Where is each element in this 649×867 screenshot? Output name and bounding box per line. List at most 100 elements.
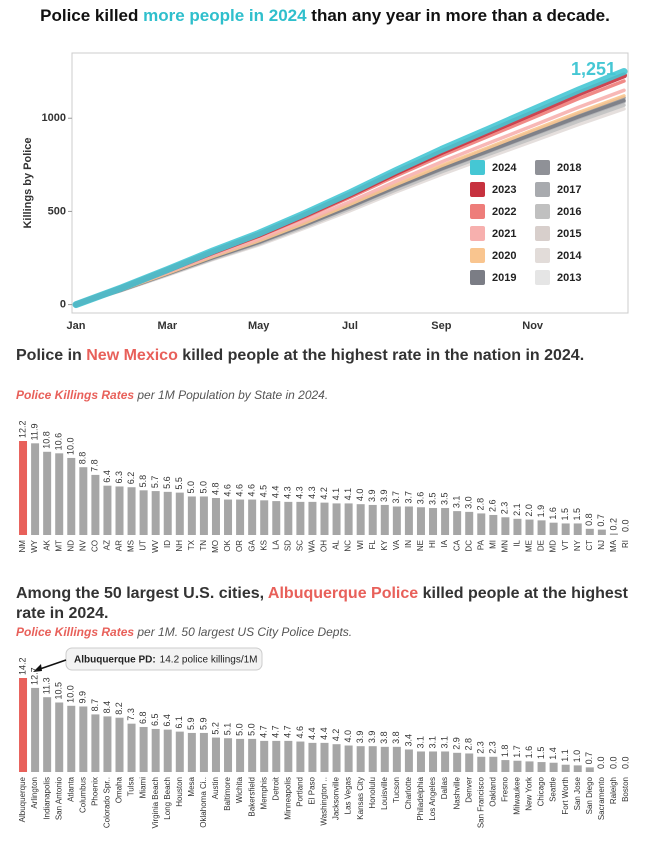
value-label: 5.1 [222, 723, 232, 736]
tooltip [65, 647, 263, 671]
value-label: 4.0 [355, 489, 365, 502]
bar [67, 705, 76, 772]
value-label: 3.8 [391, 731, 401, 744]
x-tick-label: HI [428, 540, 437, 548]
x-tick-label: El Paso [308, 776, 317, 804]
bar [151, 728, 160, 772]
legend-label: 2022 [492, 206, 516, 218]
bar [31, 443, 40, 535]
x-tick-label: NY [573, 539, 582, 551]
x-tick-label: AK [42, 539, 51, 550]
value-label: 4.4 [307, 727, 317, 740]
x-tick-label: IN [404, 540, 413, 548]
subtitle-highlight: Police Killings Rates [16, 625, 135, 639]
tooltip-arrow [36, 659, 67, 671]
x-tick-label: MN [500, 540, 509, 553]
value-label: 4.2 [319, 487, 329, 500]
value-label: 3.1 [452, 496, 462, 509]
value-label: 6.2 [126, 472, 136, 485]
value-label: 0.0 [608, 756, 618, 769]
value-label: 0.8 [584, 513, 594, 526]
x-tick-label: Bakersfield [247, 777, 256, 817]
value-label: 1.8 [500, 745, 510, 758]
x-tick-label: Minneapolis [283, 777, 292, 820]
x-tick-label: Seattle [549, 776, 558, 801]
bar [115, 717, 124, 772]
x-tick-label: NE [416, 540, 425, 551]
line [72, 68, 628, 309]
value-label: 5.0 [198, 481, 208, 494]
value-label: 1.6 [548, 507, 558, 520]
bar [308, 501, 317, 535]
x-tick-label: OK [223, 539, 232, 551]
bar [416, 507, 425, 535]
x-tick-label: Indianapolis [42, 777, 51, 820]
legend-swatch [470, 160, 485, 175]
title-part: Police killed [40, 6, 144, 25]
x-tick-label: Chicago [537, 776, 546, 806]
value-label: 4.3 [283, 486, 293, 499]
x-tick-label: OH [320, 540, 329, 552]
x-tick-label: SC [295, 540, 304, 551]
value-label: 14.2 [17, 657, 27, 675]
x-tick-label: San Jose [573, 776, 582, 810]
bar [199, 496, 208, 535]
bar [79, 467, 88, 535]
x-tick-label: Miami [139, 777, 148, 799]
subtitle: Police Killings Rates per 1M Population … [16, 388, 328, 402]
value-label: 1.6 [524, 746, 534, 759]
plot-frame [71, 52, 629, 314]
value-label: 1.9 [536, 505, 546, 518]
tooltip-label: Albuquerque PD: [74, 654, 156, 665]
value-label: 4.0 [343, 730, 353, 743]
value-label: 3.9 [355, 731, 365, 744]
legend-label: 2015 [557, 228, 581, 240]
value-label: 10.8 [42, 431, 52, 449]
value-label: 4.3 [295, 486, 305, 499]
bar [477, 513, 486, 535]
x-tick-label: WI [356, 540, 365, 550]
bar [549, 522, 558, 535]
bar [308, 742, 317, 772]
value-label: 2.9 [452, 737, 462, 750]
x-tick-label: Sacramento [597, 776, 606, 820]
legend-swatch [470, 182, 485, 197]
value-label: 4.7 [283, 725, 293, 738]
value-label: 3.9 [367, 731, 377, 744]
bar [284, 501, 293, 535]
bar [127, 723, 136, 772]
x-tick-label: Virginia Beach [151, 777, 160, 828]
value-label: 8.7 [90, 699, 100, 712]
x-tick-label: RI [621, 540, 630, 548]
bar [103, 485, 112, 535]
x-tick-label: MA [609, 539, 618, 552]
x-tick-label: Houston [175, 777, 184, 807]
bar [489, 514, 498, 535]
legend-label: 2020 [492, 250, 516, 262]
bar [573, 765, 582, 772]
bar [236, 499, 245, 535]
annotation: 1,251 [571, 59, 616, 79]
legend-swatch [535, 160, 550, 175]
x-tick-label: GA [247, 539, 256, 551]
value-label: 8.4 [102, 701, 112, 714]
bar [356, 746, 365, 772]
bar [453, 511, 462, 535]
legend-swatch [470, 248, 485, 263]
bar [501, 517, 510, 535]
bar [127, 487, 136, 535]
bar [187, 496, 196, 535]
x-tick-label: Las Vegas [344, 777, 353, 814]
value-label: 3.0 [464, 496, 474, 509]
title-part: killed people at the highest rate in 202… [16, 585, 633, 622]
x-tick-label: Columbus [78, 777, 87, 813]
value-label: 4.3 [307, 486, 317, 499]
legend-label: 2014 [557, 250, 582, 262]
value-label: 5.7 [150, 476, 160, 489]
value-label: 4.5 [259, 485, 269, 498]
title: Among the 50 largest U.S. cities, Albuqu… [16, 584, 636, 624]
value-label: 2.1 [512, 503, 522, 516]
bar [368, 504, 377, 535]
bar [380, 504, 389, 535]
